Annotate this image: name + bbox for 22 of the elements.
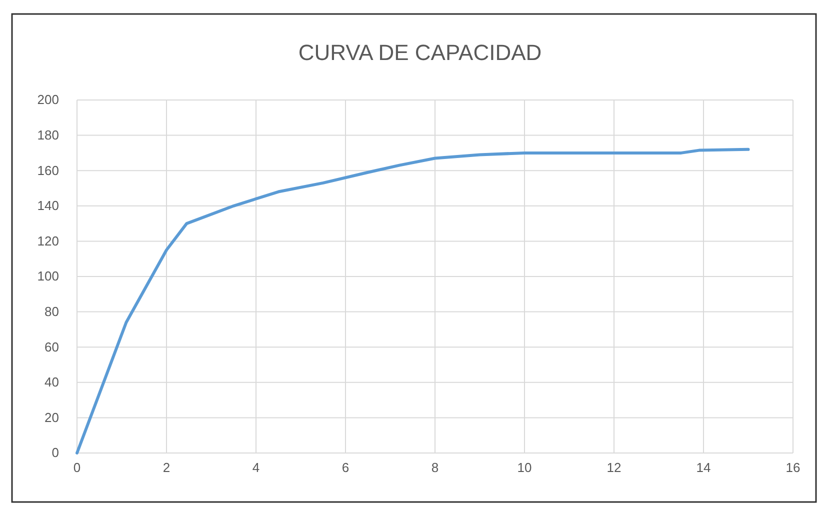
y-tick-label: 20	[44, 410, 59, 425]
x-tick-label: 14	[696, 460, 711, 476]
y-tick-label: 80	[44, 304, 59, 319]
y-tick-label: 140	[37, 198, 59, 214]
y-tick-label: 0	[52, 445, 59, 460]
y-tick-label: 60	[44, 339, 59, 354]
y-tick-label: 100	[37, 268, 59, 284]
line-series	[76, 148, 750, 454]
y-tick-label: 200	[37, 92, 59, 108]
y-tick-label: 180	[37, 127, 59, 142]
x-tick-label: 16	[786, 460, 800, 476]
x-tick-label: 4	[252, 460, 260, 476]
y-tick-label: 120	[37, 233, 59, 248]
x-tick-label: 6	[342, 460, 350, 476]
x-tick-label: 12	[606, 460, 622, 476]
x-tick-label: 8	[431, 460, 439, 476]
x-tick-label: 0	[73, 460, 81, 476]
x-tick-label: 10	[517, 460, 532, 476]
chart-title: CURVA DE CAPACIDAD	[298, 40, 542, 65]
x-tick-label: 2	[162, 460, 170, 476]
y-tick-label: 40	[44, 374, 59, 390]
y-tick-label: 160	[37, 162, 59, 178]
